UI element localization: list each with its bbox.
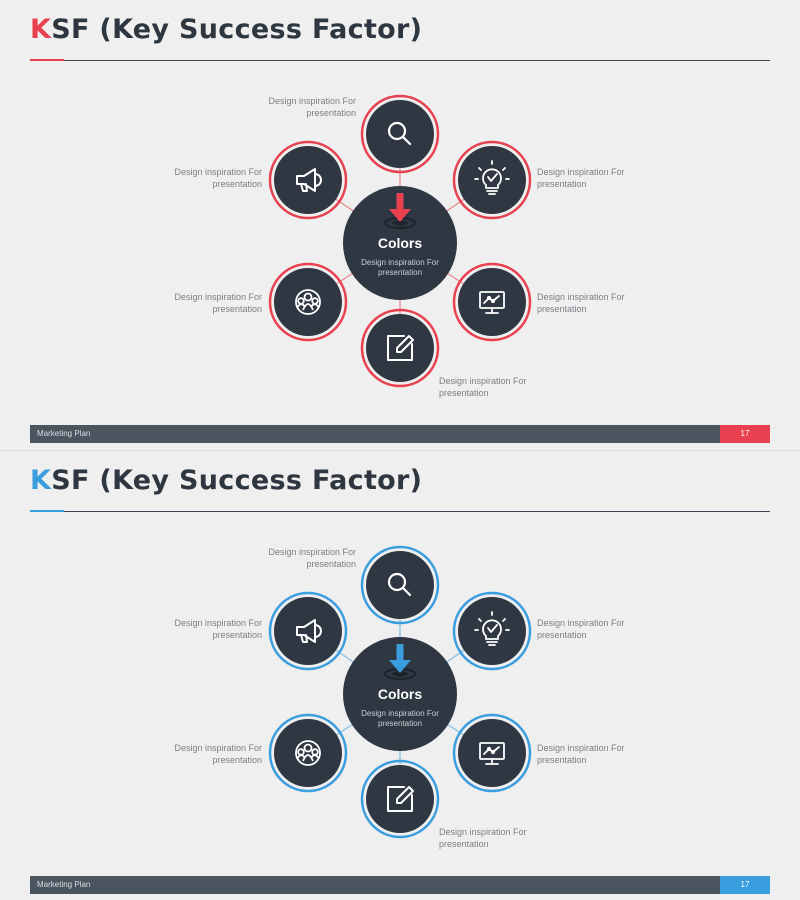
title-divider (30, 511, 770, 512)
node-lightbulb (452, 140, 532, 220)
center-node (343, 637, 457, 751)
slide-blue: KSF (Key Success Factor) (0, 450, 800, 900)
node-label-search: Design inspiration For presentation (268, 547, 356, 569)
node-edit (360, 759, 440, 839)
node-search (360, 545, 440, 625)
node-label-megaphone: Design inspiration For presentation (174, 167, 262, 189)
node-label-lightbulb: Design inspiration For presentation (537, 167, 625, 189)
title-rest: SF (Key Success Factor) (51, 465, 423, 496)
footer-label: Marketing Plan (37, 429, 91, 438)
node-edit (360, 308, 440, 388)
node-label-edit: Design inspiration For presentation (439, 376, 527, 398)
ksf-diagram (268, 545, 532, 839)
center-title: Colors (377, 235, 423, 251)
title-accent-bar (30, 59, 64, 61)
node-team (268, 262, 348, 342)
node-lightbulb (452, 591, 532, 671)
node-label-monitor: Design inspiration For presentation (537, 743, 625, 765)
center-title: Colors (377, 686, 423, 702)
node-label-monitor: Design inspiration For presentation (537, 292, 625, 314)
node-team (268, 713, 348, 793)
page-number: 17 (720, 425, 770, 443)
node-megaphone (268, 140, 348, 220)
slide-title: KSF (Key Success Factor) (30, 465, 422, 496)
footer-label: Marketing Plan (37, 880, 91, 889)
slide-red: KSF (Key Success Factor) (0, 0, 800, 450)
title-initial: K (30, 465, 52, 496)
node-label-team: Design inspiration For presentation (174, 743, 262, 765)
footer-bar: Marketing Plan 17 (30, 425, 770, 443)
node-search (360, 94, 440, 174)
arrow-down-target-icon (384, 644, 416, 680)
page-number: 17 (720, 876, 770, 894)
arrow-down-target-icon (384, 193, 416, 229)
node-label-megaphone: Design inspiration For presentation (174, 618, 262, 640)
node-label-search: Design inspiration For presentation (268, 96, 356, 118)
center-description: Design inspiration For presentation (361, 258, 439, 277)
title-rest: SF (Key Success Factor) (51, 14, 423, 45)
node-label-edit: Design inspiration For presentation (439, 827, 527, 849)
center-node (343, 186, 457, 300)
title-initial: K (30, 14, 52, 45)
footer-bar: Marketing Plan 17 (30, 876, 770, 894)
node-monitor (452, 262, 532, 342)
title-divider (30, 60, 770, 61)
slide-title: KSF (Key Success Factor) (30, 14, 422, 45)
title-accent-bar (30, 510, 64, 512)
node-megaphone (268, 591, 348, 671)
node-label-team: Design inspiration For presentation (174, 292, 262, 314)
node-monitor (452, 713, 532, 793)
ksf-diagram (268, 94, 532, 388)
center-description: Design inspiration For presentation (361, 709, 439, 728)
node-label-lightbulb: Design inspiration For presentation (537, 618, 625, 640)
